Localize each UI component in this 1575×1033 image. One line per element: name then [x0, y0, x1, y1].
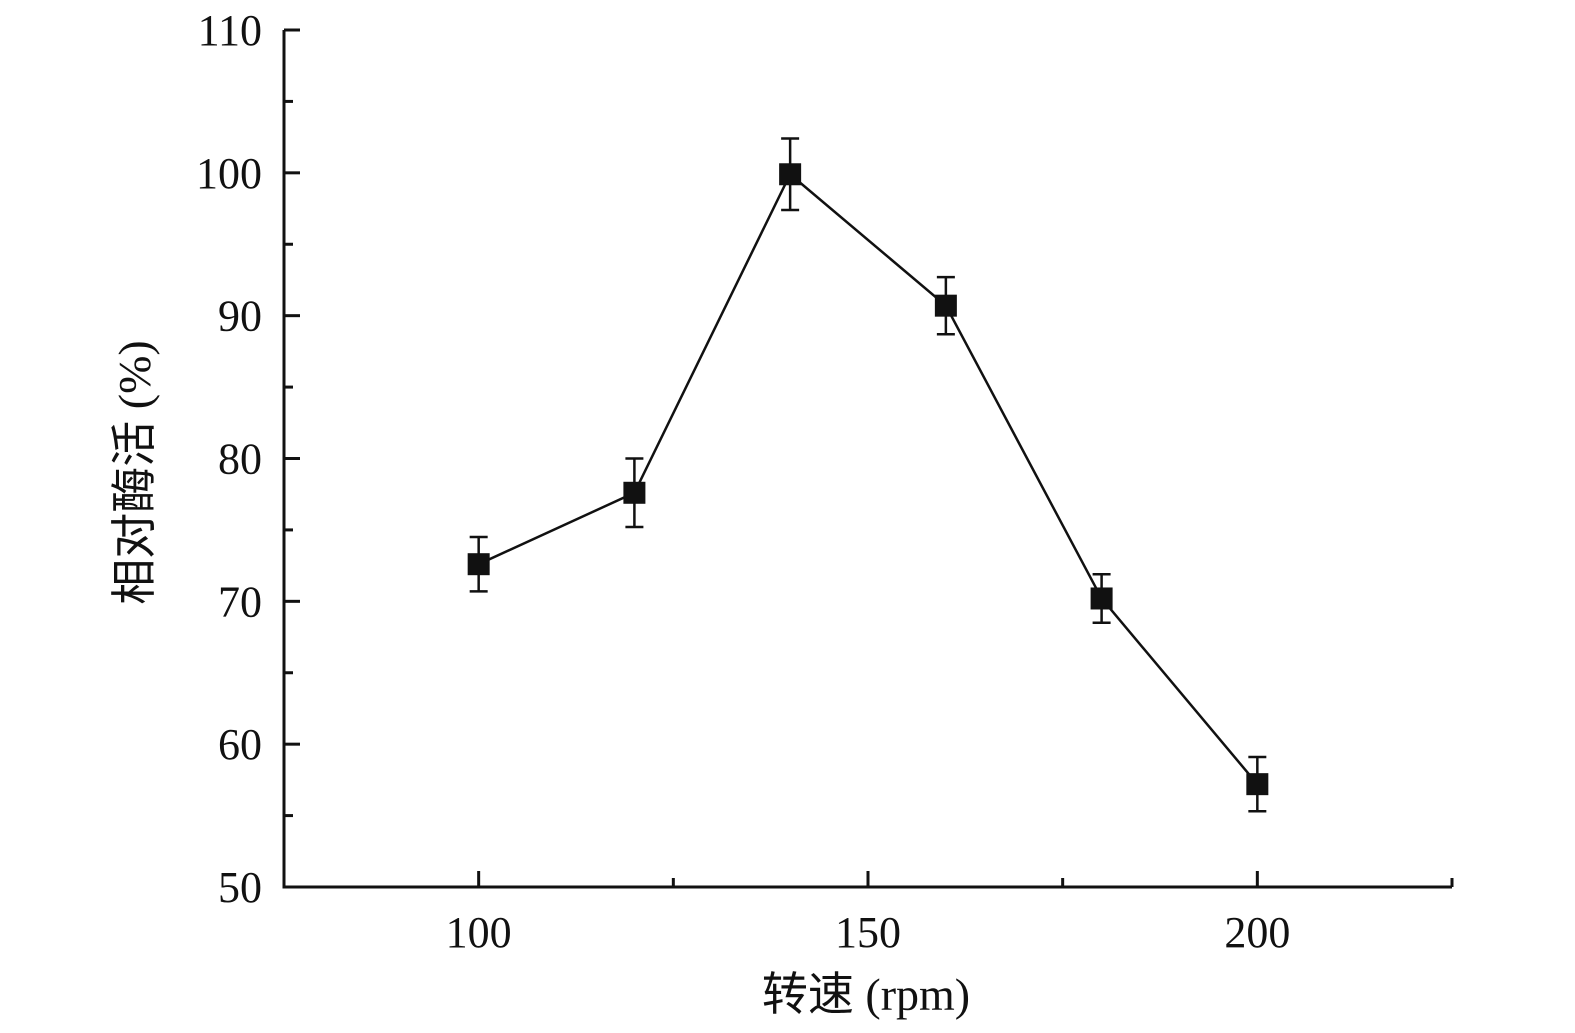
- data-point: [779, 163, 802, 186]
- y-tick-label: 70: [218, 577, 262, 626]
- axes: 50 60 70 80 90 100 110 100 150 200: [196, 6, 1454, 957]
- y-tick-label: 80: [218, 435, 262, 484]
- x-tick-label: 200: [1224, 908, 1290, 957]
- data-point: [623, 481, 646, 504]
- y-tick-label: 90: [218, 292, 262, 341]
- x-tick-label: 150: [835, 908, 901, 957]
- x-axis-title: 转速 (rpm): [762, 969, 970, 1020]
- x-tick-label: 100: [446, 908, 512, 957]
- y-tick-label: 100: [196, 149, 262, 198]
- y-tick-label: 50: [218, 863, 262, 912]
- y-axis-title: 相对酶活 (%): [109, 340, 160, 604]
- y-tick-label: 110: [198, 6, 262, 55]
- data-point: [467, 553, 490, 576]
- data-point: [1246, 773, 1269, 796]
- y-tick-label: 60: [218, 720, 262, 769]
- data-point: [1090, 587, 1113, 610]
- series-line: [478, 172, 1259, 785]
- series-layer: [467, 137, 1269, 813]
- data-point: [934, 294, 957, 317]
- labels: 转速 (rpm) 相对酶活 (%): [109, 340, 970, 1020]
